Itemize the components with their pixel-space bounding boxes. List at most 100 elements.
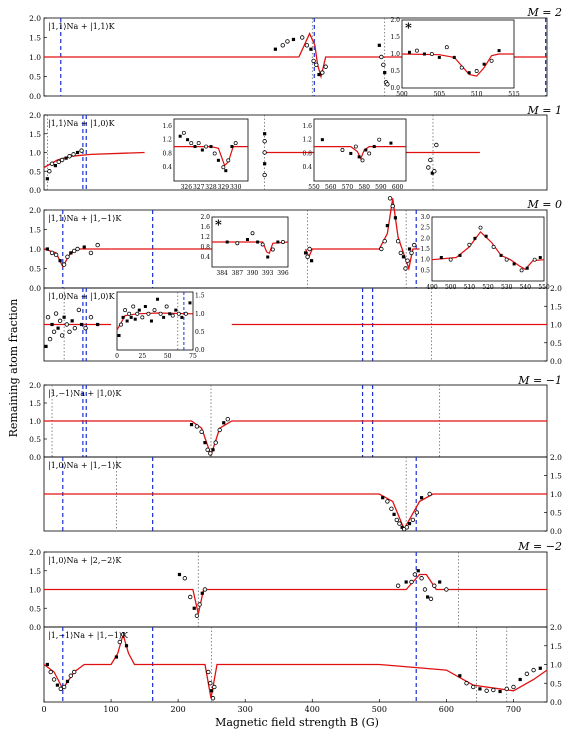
- inset-data-point: [448, 257, 453, 262]
- inset-data-point: [168, 312, 172, 316]
- data-point: [53, 311, 59, 316]
- y-tick-label: 0.0: [29, 186, 41, 195]
- data-point: [428, 596, 434, 602]
- inset-data-point: [364, 148, 368, 152]
- inset-data-point: [482, 62, 486, 66]
- data-point: [404, 525, 410, 530]
- inset-data-point: [444, 45, 449, 50]
- data-point: [432, 583, 437, 588]
- data-point: [59, 333, 65, 338]
- data-point: [188, 594, 193, 600]
- inset-data-point: [478, 225, 483, 230]
- inset-y-tick-label: 1.5: [420, 246, 430, 253]
- y-tick-label: 1.0: [29, 245, 41, 254]
- panel-2: 0.0 0.5 1.0 1.5 2.0 |1,1⟩Na + |1,0⟩K 326 327 328…: [29, 111, 548, 195]
- inset: 490 500 510 520 530 540 550 0.5 1.0 1.5 2.0 2.5 3.0: [420, 214, 549, 291]
- inset-data-point: [367, 151, 372, 156]
- inset-data-point: [216, 158, 220, 162]
- data-point: [45, 315, 51, 320]
- inset-x-tick-label: 387: [232, 270, 244, 277]
- y-tick-label: 0.0: [29, 284, 41, 293]
- panel-legend: |1,−1⟩Na + |1,−1⟩K: [48, 631, 129, 640]
- data-point: [117, 639, 122, 645]
- inset-y-tick-label: 0.4: [162, 164, 172, 171]
- data-point: [397, 521, 402, 526]
- data-point: [263, 132, 267, 136]
- inset-data-point: [140, 315, 145, 320]
- y-tick-label: 2.0: [29, 206, 41, 215]
- inset-y-tick-label: 0.0: [195, 347, 205, 354]
- data-point: [69, 251, 73, 255]
- data-point: [202, 587, 208, 592]
- data-point: [120, 632, 126, 637]
- data-point: [71, 248, 77, 254]
- data-point: [45, 662, 49, 667]
- inset-y-tick-label: 1.0: [390, 51, 400, 58]
- data-point: [404, 580, 408, 584]
- data-point: [426, 595, 430, 599]
- data-point: [225, 417, 230, 422]
- y-tick-label: 0.5: [29, 167, 41, 176]
- inset-marker: *: [405, 21, 412, 36]
- inset-y-tick-label: 0.5: [195, 329, 205, 336]
- data-point: [58, 686, 63, 692]
- inset-data-point: [221, 165, 226, 170]
- inset-data-point: [439, 256, 443, 260]
- data-point: [498, 689, 502, 694]
- y-tick-label: 0.5: [550, 679, 562, 688]
- y-tick-label: 1.5: [550, 472, 562, 481]
- data-point: [65, 679, 70, 683]
- inset-x-tick-label: 520: [482, 284, 494, 291]
- data-point: [323, 64, 328, 69]
- inset-data-point: [135, 311, 140, 316]
- inset-x-tick-label: 510: [471, 91, 483, 98]
- inset-data-point: [349, 151, 353, 155]
- panel-1: 0.0 0.5 1.0 1.5 2.0 |1,1⟩Na + |1,1⟩K 500 505 510…: [29, 14, 548, 101]
- y-tick-label: 2.0: [550, 284, 562, 293]
- y-tick-label: 1.0: [550, 321, 562, 330]
- data-point: [394, 517, 399, 523]
- data-point: [206, 669, 211, 675]
- inset-data-point: [188, 301, 192, 305]
- data-point: [83, 325, 88, 331]
- data-point: [48, 669, 53, 675]
- inset-x-tick-label: 600: [392, 184, 404, 191]
- inset-data-point: [174, 308, 178, 312]
- inset-data-point: [512, 262, 516, 266]
- data-point: [416, 569, 420, 573]
- inset-y-tick-label: 2.0: [390, 17, 400, 24]
- data-point: [203, 441, 207, 445]
- inset-data-point: [532, 257, 537, 262]
- fit-curve: [44, 420, 547, 458]
- data-point: [409, 250, 414, 256]
- y-tick-label: 1.5: [29, 567, 41, 576]
- inset-frame: [173, 118, 249, 182]
- data-point: [432, 169, 437, 174]
- data-point: [55, 683, 60, 687]
- inset-x-tick-label: 500: [445, 284, 457, 291]
- y-tick-label: 1.0: [29, 586, 41, 595]
- x-tick-label: 100: [103, 705, 118, 714]
- inset-data-point: [414, 48, 419, 53]
- data-point: [280, 43, 285, 48]
- data-point: [194, 424, 200, 429]
- data-point: [390, 203, 395, 209]
- data-point: [208, 451, 213, 456]
- inset-data-point: [260, 242, 265, 247]
- x-tick-label: 600: [439, 705, 454, 714]
- data-point: [262, 150, 267, 155]
- inset-data-point: [276, 240, 280, 244]
- inset-data-point: [119, 322, 124, 327]
- inset-x-tick-label: 510: [464, 284, 476, 291]
- data-point: [518, 677, 522, 682]
- inset-data-point: [209, 145, 213, 149]
- inset-y-tick-label: 2.5: [420, 225, 430, 232]
- y-tick-label: 1.5: [29, 130, 41, 139]
- inset-data-point: [320, 138, 324, 142]
- inset-x-tick-label: 384: [216, 270, 228, 277]
- data-point: [56, 159, 61, 165]
- data-point: [304, 43, 310, 48]
- data-point: [44, 344, 48, 348]
- data-point: [387, 196, 393, 201]
- data-point: [199, 429, 204, 434]
